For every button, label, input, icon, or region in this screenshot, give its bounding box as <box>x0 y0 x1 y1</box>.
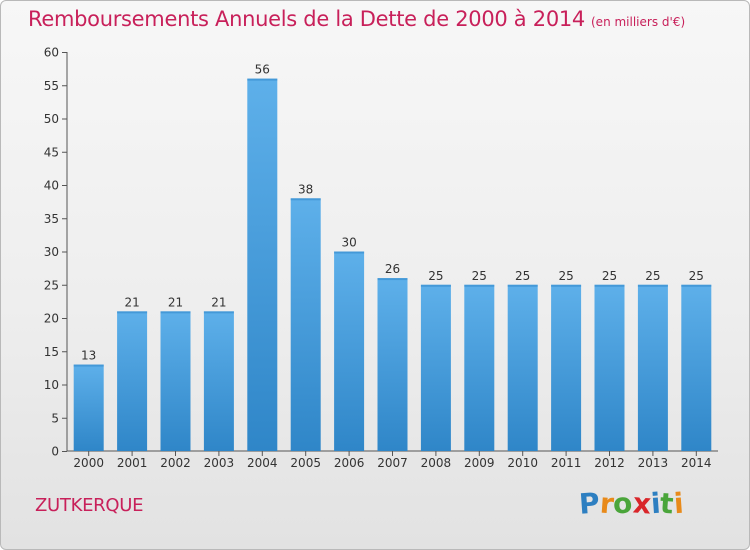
x-tick-label: 2003 <box>204 456 235 470</box>
bar-top-edge <box>160 311 191 314</box>
bar <box>290 198 321 451</box>
bar <box>507 284 538 451</box>
bar-top-edge <box>117 311 148 314</box>
bar <box>247 78 278 451</box>
bar <box>334 251 365 451</box>
y-tick-label: 25 <box>44 278 59 292</box>
bar-value-label: 21 <box>168 295 183 309</box>
bar-value-label: 13 <box>81 349 96 363</box>
bar-top-edge <box>290 198 321 201</box>
y-tick-label: 50 <box>44 112 59 126</box>
x-tick-label: 2009 <box>464 456 495 470</box>
bar-value-label: 25 <box>602 269 617 283</box>
x-tick-label: 2014 <box>681 456 712 470</box>
y-tick-label: 15 <box>44 345 59 359</box>
bar-top-edge <box>420 284 451 287</box>
bar-value-label: 25 <box>515 269 530 283</box>
bar-value-label: 21 <box>124 295 139 309</box>
bar-top-edge <box>334 251 365 254</box>
bar-top-edge <box>637 284 668 287</box>
chart-title: Remboursements Annuels de la Dette de 20… <box>28 7 685 31</box>
y-tick-label: 5 <box>51 411 59 425</box>
bar <box>160 311 191 451</box>
y-tick-label: 40 <box>44 179 59 193</box>
bar-value-label: 25 <box>472 269 487 283</box>
bar-value-label: 26 <box>385 262 400 276</box>
bar <box>681 284 712 451</box>
x-tick-label: 2006 <box>334 456 365 470</box>
x-tick-label: 2000 <box>73 456 104 470</box>
y-tick-label: 60 <box>44 46 59 60</box>
x-tick-label: 2001 <box>117 456 148 470</box>
bar-top-edge <box>507 284 538 287</box>
bar <box>637 284 668 451</box>
bar-top-edge <box>681 284 712 287</box>
chart-unit-note: (en milliers d'€) <box>591 15 686 29</box>
x-tick-label: 2011 <box>551 456 582 470</box>
bar-value-label: 25 <box>645 269 660 283</box>
bar-top-edge <box>203 311 234 314</box>
logo-letter: x <box>631 486 652 521</box>
x-tick-label: 2012 <box>594 456 625 470</box>
y-tick-label: 30 <box>44 245 59 259</box>
chart-title-text: Remboursements Annuels de la Dette de 20… <box>28 7 585 31</box>
x-tick-label: 2005 <box>290 456 321 470</box>
y-tick-label: 35 <box>44 212 59 226</box>
x-tick-label: 2004 <box>247 456 278 470</box>
bar-top-edge <box>464 284 495 287</box>
bar-value-label: 21 <box>211 295 226 309</box>
bar <box>594 284 625 451</box>
bar-top-edge <box>73 364 104 367</box>
bar-value-label: 38 <box>298 182 313 196</box>
location-name: ZUTKERQUE <box>35 495 144 516</box>
bar <box>377 278 408 451</box>
y-tick-label: 55 <box>44 79 59 93</box>
bar <box>420 284 451 451</box>
logo-letter: P <box>577 486 601 521</box>
proxiti-logo[interactable]: Proxiti <box>577 486 685 521</box>
x-tick-label: 2010 <box>507 456 538 470</box>
x-tick-label: 2007 <box>377 456 408 470</box>
bar-top-edge <box>247 78 278 81</box>
x-tick-label: 2002 <box>160 456 191 470</box>
x-tick-label: 2008 <box>421 456 452 470</box>
y-tick-label: 0 <box>51 445 59 459</box>
bar-value-label: 56 <box>255 63 270 77</box>
bar <box>551 284 582 451</box>
bar-top-edge <box>594 284 625 287</box>
y-tick-label: 10 <box>44 378 59 392</box>
bar-value-label: 25 <box>428 269 443 283</box>
bar <box>73 364 104 451</box>
bar-value-label: 25 <box>689 269 704 283</box>
y-tick-label: 20 <box>44 312 59 326</box>
bar-value-label: 25 <box>558 269 573 283</box>
bar <box>117 311 148 451</box>
y-tick-label: 45 <box>44 145 59 159</box>
bar <box>464 284 495 451</box>
logo-letter: i <box>672 486 685 521</box>
bar-top-edge <box>551 284 582 287</box>
bar-top-edge <box>377 278 408 281</box>
bar <box>203 311 234 451</box>
x-tick-label: 2013 <box>638 456 669 470</box>
bar-value-label: 30 <box>341 236 356 250</box>
logo-letter: o <box>612 486 634 521</box>
